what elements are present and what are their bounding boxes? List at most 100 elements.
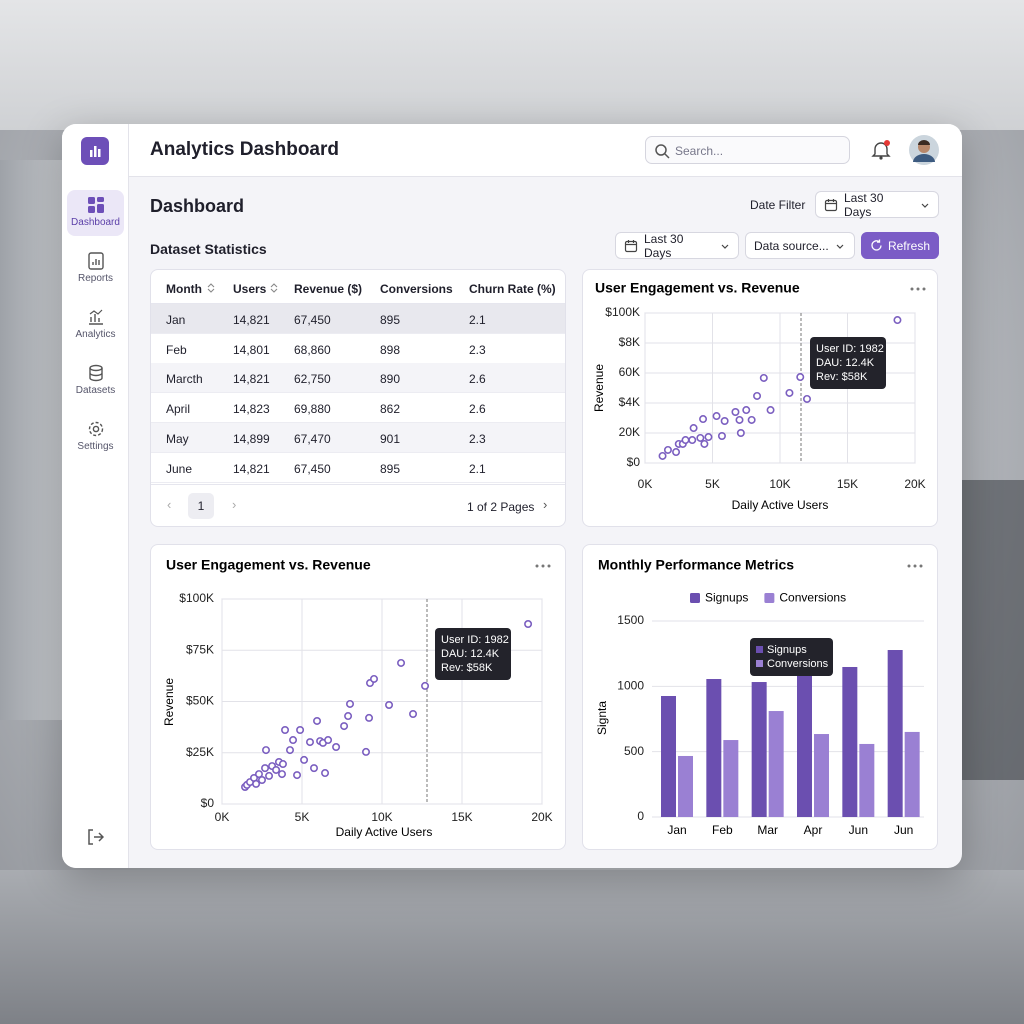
table-cell: 895 — [380, 313, 401, 327]
logo — [81, 137, 109, 165]
background — [962, 480, 1024, 780]
table-cell: 14,823 — [233, 402, 270, 417]
source-value: Data source... — [754, 238, 829, 253]
scatter-point — [361, 747, 370, 756]
y-tick-label: $4K — [619, 395, 640, 409]
search-box[interactable]: Search... — [645, 136, 850, 164]
avatar[interactable] — [909, 135, 939, 165]
scatter-point — [796, 373, 805, 382]
table-cell: 67,470 — [294, 431, 331, 446]
notification-icon[interactable] — [870, 139, 892, 161]
column-header: Month — [166, 282, 202, 296]
table-cell: 2.3 — [469, 342, 486, 357]
y-tick-label: 0 — [637, 809, 644, 823]
nav-item[interactable]: Dashboard — [67, 190, 124, 236]
bar — [797, 666, 812, 817]
scatter-point — [785, 388, 794, 397]
column-header: Conversions — [380, 282, 453, 296]
table-cell: 901 — [380, 431, 401, 446]
bar — [751, 682, 767, 817]
background — [0, 870, 1024, 1024]
bar — [678, 755, 693, 817]
range-filter[interactable]: Last 30 Days — [615, 231, 739, 260]
x-tick-label: 10K — [769, 477, 790, 491]
prev-page: ‹ — [167, 497, 172, 512]
chart-panel — [150, 544, 566, 850]
table-cell: 898 — [380, 342, 401, 357]
source-filter[interactable]: Data source... — [745, 232, 855, 259]
scatter-point — [747, 415, 756, 424]
x-tick-label: Feb — [712, 823, 733, 837]
next-page: › — [543, 497, 548, 512]
page-number[interactable]: 1 — [188, 493, 214, 519]
scatter-point — [672, 448, 681, 457]
scatter-point — [261, 746, 270, 755]
x-tick-label: 20K — [904, 477, 925, 491]
scatter-point — [731, 407, 740, 416]
refresh-label: Refresh — [887, 238, 930, 253]
y-axis-label: Revenue — [162, 678, 176, 726]
y-tick-label: 1500 — [617, 613, 644, 627]
search-placeholder: Search... — [675, 144, 724, 158]
scatter-point — [742, 406, 751, 415]
scatter-point — [309, 764, 318, 773]
nav-item[interactable]: Datasets — [67, 358, 124, 404]
scatter-point — [663, 445, 672, 454]
legend-label: Conversions — [779, 591, 846, 605]
bar — [814, 734, 829, 817]
scatter-point — [681, 436, 690, 445]
table-cell: 62,750 — [294, 372, 331, 387]
scatter-point — [313, 716, 322, 725]
scatter-point — [720, 416, 729, 425]
scatter-point — [261, 764, 270, 773]
tooltip-swatch — [756, 646, 763, 653]
logout-icon[interactable] — [86, 828, 104, 846]
scatter-point — [397, 658, 406, 667]
range-value: Last 30 Days — [644, 231, 684, 260]
x-axis-label: Daily Active Users — [732, 498, 829, 512]
table-cell: 2.6 — [469, 372, 486, 387]
x-tick-label: 5K — [705, 477, 720, 491]
tooltip — [750, 638, 833, 676]
scatter-point — [524, 620, 533, 629]
logo-icon — [90, 146, 101, 157]
nav-item[interactable]: Settings — [67, 414, 124, 460]
table-cell: 67,450 — [294, 313, 331, 327]
table-cell: Marcth — [166, 372, 203, 387]
sort-icon[interactable] — [207, 283, 215, 293]
bar — [859, 743, 875, 817]
nav-item[interactable]: Reports — [67, 246, 124, 292]
more-icon — [916, 287, 920, 291]
y-tick-label: 20K — [619, 425, 640, 439]
date-filter-value: Last 30 Days — [844, 190, 884, 219]
scatter-point — [736, 428, 745, 437]
bar — [706, 679, 722, 817]
bar — [887, 650, 903, 817]
bar — [768, 711, 784, 817]
x-tick-label: Jun — [894, 823, 913, 837]
nav-item[interactable]: Analytics — [67, 302, 124, 348]
table-cell: Feb — [166, 342, 187, 357]
table-header: Month Users Revenue ($) Conversions Churn Ra… — [151, 270, 565, 304]
tooltip-swatch — [756, 660, 763, 667]
scatter-point — [385, 700, 394, 709]
scatter-point — [700, 439, 709, 448]
table-cell: 68,860 — [294, 342, 331, 357]
app-window: Dashboard Reports Analytics Datasets Set… — [62, 124, 962, 868]
more-icon — [922, 287, 926, 291]
scatter-point — [277, 770, 286, 779]
refresh-button[interactable]: Refresh — [861, 232, 939, 259]
date-filter[interactable]: Last 30 Days — [815, 190, 939, 219]
scatter-point — [272, 765, 281, 774]
sort-icon[interactable] — [270, 283, 278, 293]
tooltip-text: DAU: 12.4K — [441, 648, 500, 660]
legend-label: Signups — [705, 591, 748, 605]
column-header: Users — [233, 282, 267, 296]
x-tick-label: Jun — [849, 823, 868, 837]
table-cell: 2.6 — [469, 402, 486, 417]
scatter-point — [285, 746, 294, 755]
page-summary: 1 of 2 Pages — [467, 500, 535, 514]
more-icon — [907, 564, 911, 568]
table-cell: 14,821 — [233, 313, 270, 327]
